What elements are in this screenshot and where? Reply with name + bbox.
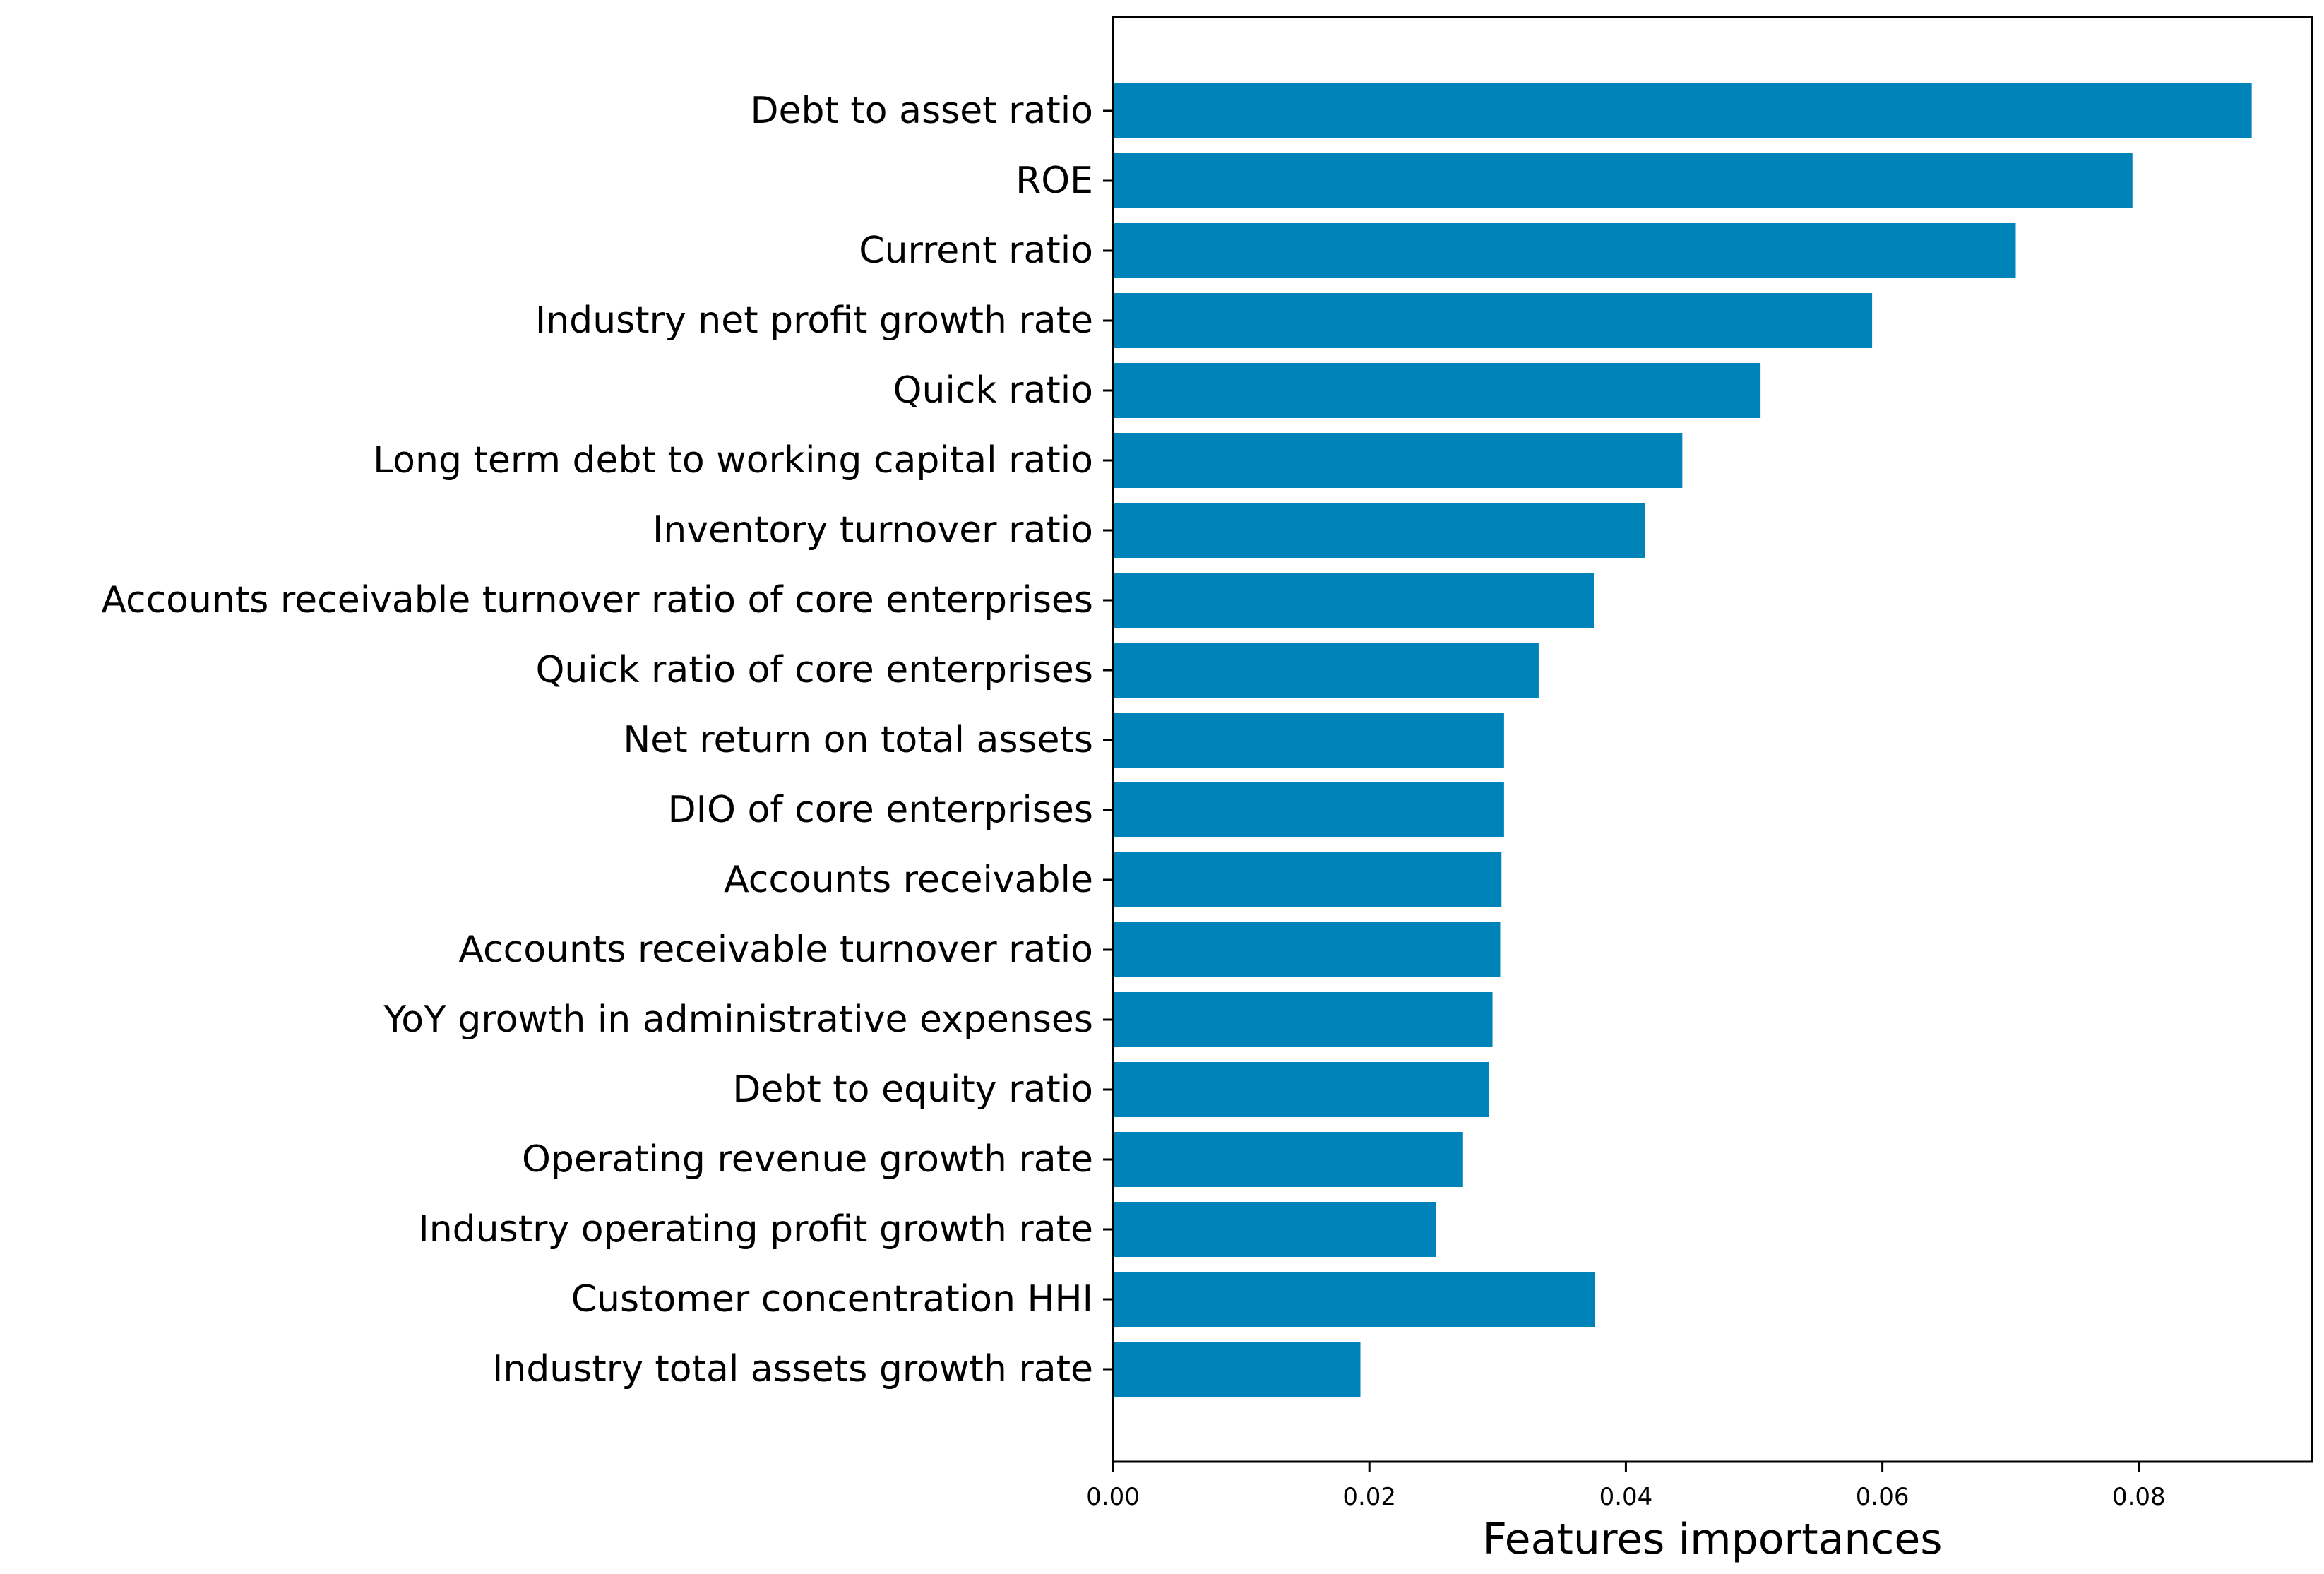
category-labels: Debt to asset ratio ROE Current ratio Indus… [101,90,1093,1390]
category-label: DIO of core enterprises [668,789,1093,831]
category-label: Quick ratio of core enterprises [535,649,1093,691]
bar-accounts-receivable-turnover-ratio [1113,922,1501,977]
category-label: YoY growth in administrative expenses [383,998,1093,1041]
bar-dio-of-core-enterprises [1113,782,1504,837]
bar-industry-total-assets-growth-rate [1113,1342,1361,1397]
x-axis-ticks: 0.00 0.02 0.04 0.06 0.08 [1086,109,2166,1511]
category-label: Accounts receivable turnover ratio [458,929,1093,971]
category-label: Current ratio [859,229,1093,272]
x-tick-label: 0.04 [1599,1483,1653,1511]
x-tick-label: 0.08 [2112,1483,2166,1511]
category-label: Customer concentration HHI [571,1278,1093,1320]
bar-long-term-debt-to-working-capital-ratio [1113,433,1683,488]
category-label: Debt to equity ratio [732,1068,1093,1111]
x-tick-label: 0.02 [1342,1483,1396,1511]
category-label: Industry total assets growth rate [492,1348,1093,1390]
x-tick-label: 0.06 [1856,1483,1909,1511]
x-tick-label: 0.00 [1086,1483,1140,1511]
bar-roe [1113,153,2133,208]
category-label: Long term debt to working capital ratio [373,439,1093,482]
category-label: Industry net profit growth rate [535,299,1093,342]
bar-debt-to-asset-ratio [1113,83,2252,138]
bar-accounts-receivable [1113,852,1502,907]
category-label: Debt to asset ratio [750,90,1093,132]
category-label: Quick ratio [893,369,1093,412]
bar-current-ratio [1113,223,2016,278]
bar-quick-ratio-of-core-enterprises [1113,643,1539,698]
category-label: Inventory turnover ratio [652,509,1093,552]
bar-customer-concentration-hhi [1113,1272,1595,1327]
x-axis-title: Features importances [1482,1515,1942,1564]
bar-inventory-turnover-ratio [1113,503,1645,558]
bar-operating-revenue-growth-rate [1113,1132,1463,1187]
bar-industry-operating-profit-growth-rate [1113,1202,1436,1257]
category-label: Accounts receivable turnover ratio of co… [101,579,1093,621]
bar-yoy-growth-in-administrative-expenses [1113,992,1493,1047]
category-label: Net return on total assets [623,719,1093,761]
bar-quick-ratio [1113,363,1761,418]
bar-industry-net-profit-growth-rate [1113,293,1873,348]
bar-accounts-receivable-turnover-ratio-of-core-enterprises [1113,573,1595,628]
bar-net-return-on-total-assets [1113,713,1504,768]
category-label: Accounts receivable [724,859,1093,901]
category-label: Industry operating profit growth rate [418,1208,1093,1251]
plot-frame [1112,16,2313,1463]
bars-layer [1113,83,2252,1397]
category-label: Operating revenue growth rate [522,1138,1093,1181]
bar-debt-to-equity-ratio [1113,1062,1489,1117]
category-label: ROE [1015,160,1093,202]
